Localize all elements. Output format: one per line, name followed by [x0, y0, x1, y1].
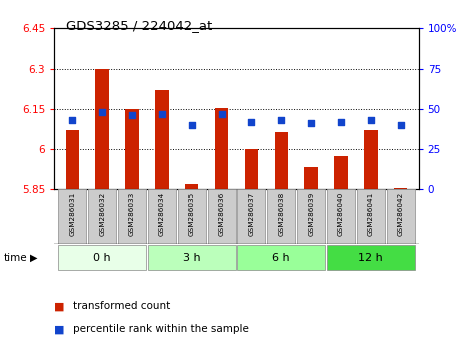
- FancyBboxPatch shape: [237, 245, 325, 270]
- FancyBboxPatch shape: [58, 245, 146, 270]
- Text: percentile rank within the sample: percentile rank within the sample: [73, 324, 249, 334]
- Text: GSM286033: GSM286033: [129, 192, 135, 236]
- Bar: [334, 156, 348, 189]
- FancyBboxPatch shape: [208, 189, 236, 244]
- Bar: [66, 130, 79, 189]
- Text: GSM286031: GSM286031: [70, 192, 75, 236]
- FancyBboxPatch shape: [327, 189, 355, 244]
- Point: [337, 119, 345, 125]
- Text: time: time: [4, 253, 27, 263]
- FancyBboxPatch shape: [118, 189, 146, 244]
- FancyBboxPatch shape: [267, 189, 295, 244]
- Text: 3 h: 3 h: [183, 252, 201, 263]
- FancyBboxPatch shape: [357, 189, 385, 244]
- FancyBboxPatch shape: [237, 189, 265, 244]
- FancyBboxPatch shape: [327, 245, 415, 270]
- Text: GSM286036: GSM286036: [219, 192, 225, 236]
- Text: GSM286034: GSM286034: [159, 192, 165, 236]
- Point: [278, 117, 285, 123]
- Text: 6 h: 6 h: [272, 252, 290, 263]
- Point: [158, 111, 166, 116]
- Bar: [305, 167, 318, 189]
- Point: [367, 117, 375, 123]
- Bar: [245, 149, 258, 189]
- FancyBboxPatch shape: [297, 189, 325, 244]
- Text: 0 h: 0 h: [93, 252, 111, 263]
- Text: ■: ■: [54, 301, 65, 311]
- FancyBboxPatch shape: [386, 189, 415, 244]
- Text: GSM286040: GSM286040: [338, 192, 344, 236]
- Text: GSM286041: GSM286041: [368, 192, 374, 236]
- Text: GSM286042: GSM286042: [398, 192, 403, 236]
- FancyBboxPatch shape: [88, 189, 116, 244]
- Text: ■: ■: [54, 324, 65, 334]
- Bar: [215, 108, 228, 189]
- Point: [218, 111, 225, 116]
- Text: GSM286035: GSM286035: [189, 192, 195, 236]
- Bar: [185, 184, 199, 189]
- FancyBboxPatch shape: [178, 189, 206, 244]
- Bar: [364, 130, 377, 189]
- Text: GSM286038: GSM286038: [278, 192, 284, 236]
- Point: [98, 109, 106, 115]
- Point: [248, 119, 255, 125]
- Text: 12 h: 12 h: [359, 252, 383, 263]
- Bar: [394, 188, 407, 189]
- FancyBboxPatch shape: [148, 189, 176, 244]
- Bar: [96, 69, 109, 189]
- Point: [397, 122, 404, 128]
- Point: [69, 117, 76, 123]
- FancyBboxPatch shape: [148, 245, 236, 270]
- Text: GSM286032: GSM286032: [99, 192, 105, 236]
- FancyBboxPatch shape: [58, 189, 87, 244]
- Bar: [125, 109, 139, 189]
- Point: [307, 120, 315, 126]
- Point: [128, 113, 136, 118]
- Text: GDS3285 / 224042_at: GDS3285 / 224042_at: [66, 19, 212, 33]
- Text: ▶: ▶: [30, 253, 37, 263]
- Bar: [274, 132, 288, 189]
- Bar: [155, 90, 168, 189]
- Text: GSM286039: GSM286039: [308, 192, 314, 236]
- Text: GSM286037: GSM286037: [248, 192, 254, 236]
- Point: [188, 122, 195, 128]
- Text: transformed count: transformed count: [73, 301, 171, 311]
